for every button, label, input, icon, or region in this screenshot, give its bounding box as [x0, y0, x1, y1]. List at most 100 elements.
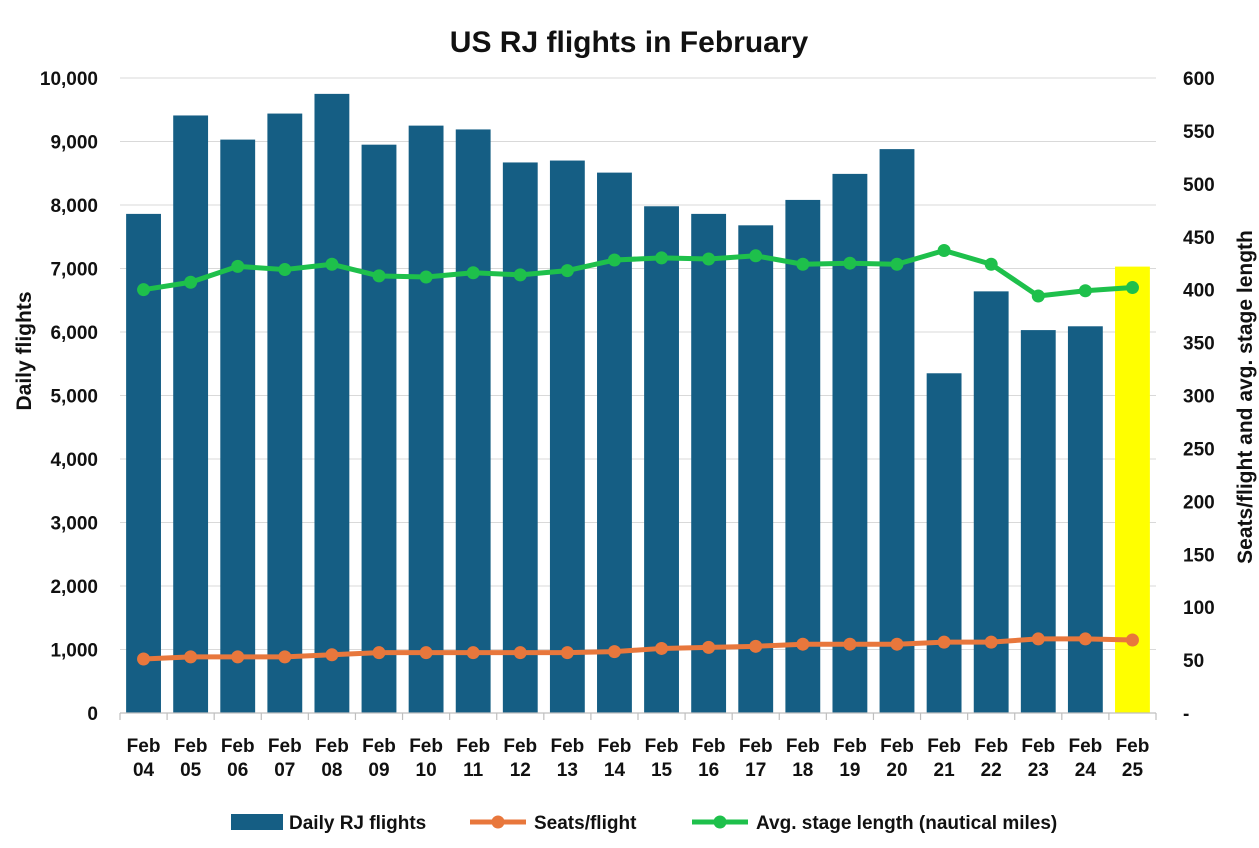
data-point: [278, 263, 292, 277]
x-tick-label: Feb 09: [362, 736, 396, 781]
x-tick-label: Feb 10: [409, 736, 443, 781]
data-point: [560, 264, 574, 278]
data-point: [890, 637, 904, 651]
data-point: [843, 637, 857, 651]
y2-tick-label: 500: [1183, 175, 1215, 196]
data-point: [749, 639, 763, 653]
data-point: [513, 268, 527, 282]
data-point: [184, 275, 198, 289]
data-point: [278, 650, 292, 664]
data-point: [466, 266, 480, 280]
y2-tick-label: 350: [1183, 334, 1215, 355]
data-point: [796, 257, 810, 271]
data-point: [184, 650, 198, 664]
y-tick-label: 1,000: [50, 641, 98, 662]
data-point: [937, 244, 951, 258]
bar-series: [126, 93, 1150, 714]
data-point: [702, 252, 716, 266]
data-point: [890, 257, 904, 271]
data-point: [984, 257, 998, 271]
bar: [314, 93, 350, 713]
chart-title: US RJ flights in February: [450, 26, 809, 59]
data-point: [843, 256, 857, 270]
bar: [173, 115, 209, 714]
y-tick-label: 2,000: [50, 577, 98, 598]
x-tick-label: Feb 18: [786, 736, 820, 781]
data-point: [1078, 284, 1092, 298]
x-tick-label: Feb 11: [456, 736, 490, 781]
bar: [832, 173, 868, 713]
x-tick-label: Feb 20: [880, 736, 914, 781]
y2-tick-label: 150: [1183, 545, 1215, 566]
data-point: [325, 257, 339, 271]
x-tick-label: Feb 04: [127, 736, 161, 781]
y2-tick-label: 200: [1183, 492, 1215, 513]
y-tick-label: 6,000: [50, 323, 98, 344]
data-point: [1125, 281, 1139, 295]
x-tick-label: Feb 24: [1068, 736, 1102, 781]
y-axis-label: Daily flights: [13, 291, 36, 410]
data-point: [1125, 633, 1139, 647]
data-point: [655, 641, 669, 655]
bar: [1020, 330, 1056, 713]
y2-tick-label: 600: [1183, 69, 1215, 90]
bar: [455, 129, 491, 713]
data-point: [231, 650, 245, 664]
bar: [973, 291, 1009, 713]
y2-tick-label: -: [1183, 704, 1189, 725]
y2-tick-label: 550: [1183, 122, 1215, 143]
y-tick-label: 3,000: [50, 514, 98, 535]
data-point: [937, 635, 951, 649]
y2-tick-label: 50: [1183, 651, 1204, 672]
y2-tick-label: 300: [1183, 387, 1215, 408]
data-point: [231, 259, 245, 273]
data-point: [1031, 632, 1045, 646]
data-point: [655, 251, 669, 265]
x-tick-label: Feb 21: [927, 736, 961, 781]
bar: [126, 213, 161, 713]
x-tick-label: Feb 17: [739, 736, 773, 781]
data-point: [419, 646, 433, 660]
legend-marker: [713, 815, 727, 829]
data-point: [1031, 289, 1045, 303]
legend-label: Daily RJ flights: [289, 813, 426, 834]
y-tick-label: 9,000: [50, 133, 98, 154]
y-tick-label: 4,000: [50, 450, 98, 471]
legend-swatch: [231, 814, 283, 830]
axes: [119, 712, 1157, 720]
bar: [502, 162, 538, 713]
bar: [785, 199, 821, 714]
y2-tick-label: 100: [1183, 598, 1215, 619]
y2-axis-label: Seats/flight and avg. stage length: [1234, 230, 1257, 564]
data-point: [372, 269, 386, 283]
data-point: [984, 635, 998, 649]
x-tick-label: Feb 16: [692, 736, 726, 781]
bar: [549, 160, 585, 714]
data-point: [466, 646, 480, 660]
line-series: [137, 244, 1139, 666]
data-point: [137, 283, 151, 297]
left-axis-ticks: 0 1,000 2,000 3,000 4,000 5,000 6,000 7,000 8,00…: [40, 69, 98, 725]
data-point: [372, 646, 386, 660]
y-tick-label: 8,000: [50, 196, 98, 217]
bar: [1067, 326, 1103, 713]
data-point: [513, 646, 527, 660]
y2-tick-label: 450: [1183, 228, 1215, 249]
data-point: [796, 637, 810, 651]
legend-label: Seats/flight: [534, 813, 637, 834]
bar: [644, 206, 679, 713]
series-line: [143, 248, 1133, 299]
bar: [361, 144, 397, 714]
bar: [879, 149, 915, 713]
data-point: [419, 270, 433, 284]
data-point: [702, 640, 716, 654]
y-tick-label: 5,000: [50, 387, 98, 408]
x-axis-ticks: Feb 04 Feb 05 Feb 06 Feb 07 Feb 08 Feb 09 Feb 10 Feb 11…: [127, 736, 1150, 781]
legend: Daily RJ flights Seats/flight Avg. stage l…: [231, 813, 1057, 834]
x-tick-label: Feb 25: [1116, 736, 1150, 781]
x-tick-label: Feb 13: [550, 736, 584, 781]
x-tick-label: Feb 05: [174, 736, 208, 781]
x-tick-label: Feb 22: [974, 736, 1008, 781]
bar: [408, 125, 444, 713]
